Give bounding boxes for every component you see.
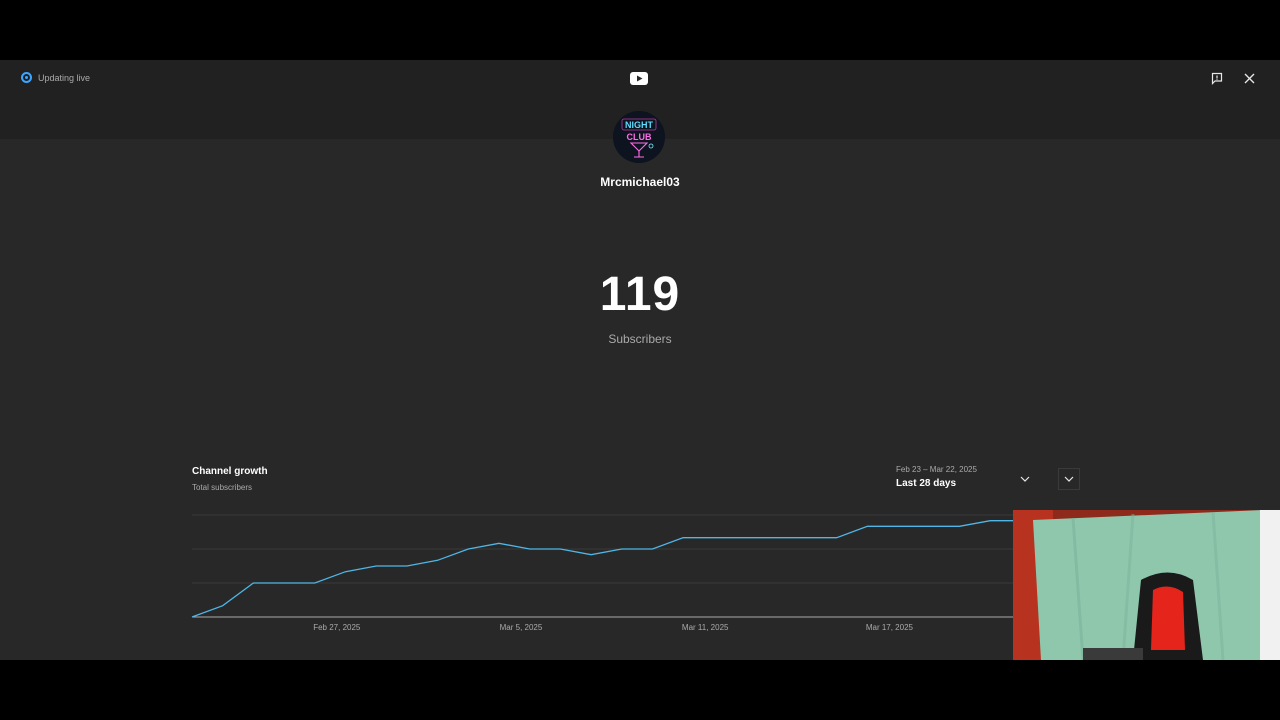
webcam-overlay — [1013, 510, 1280, 660]
live-indicator-icon — [21, 72, 32, 83]
webcam-image — [1013, 510, 1280, 660]
avatar-text-club: CLUB — [627, 132, 652, 142]
period-label: Last 28 days — [896, 478, 957, 489]
analytics-screen: Updating live NIGHT CLUB Mrcmichael03 — [0, 60, 1280, 660]
youtube-logo-icon — [630, 72, 648, 85]
chevron-down-icon — [1064, 476, 1074, 482]
close-button[interactable] — [1240, 69, 1258, 87]
close-icon — [1244, 73, 1254, 83]
chart-x-tick-label: Mar 5, 2025 — [500, 623, 543, 632]
date-range: Feb 23 – Mar 22, 2025 — [896, 465, 977, 474]
neon-cocktail-logo-icon: NIGHT CLUB — [613, 111, 665, 163]
subscriber-count: 119 — [599, 268, 681, 321]
avatar-text-night: NIGHT — [625, 120, 654, 130]
chart-subtitle: Total subscribers — [192, 483, 253, 492]
subscriber-label: Subscribers — [608, 332, 672, 346]
feedback-button[interactable] — [1208, 69, 1226, 87]
expand-chart-button[interactable] — [1058, 468, 1080, 490]
chart-series-line — [191, 520, 1021, 618]
live-status-label: Updating live — [38, 72, 91, 83]
live-status: Updating live — [21, 72, 90, 83]
channel-avatar[interactable]: NIGHT CLUB — [613, 111, 665, 163]
feedback-icon — [1211, 72, 1223, 85]
chart-title: Channel growth — [192, 466, 268, 477]
chart-x-tick-label: Mar 11, 2025 — [682, 623, 729, 632]
period-dropdown[interactable] — [1016, 470, 1034, 488]
chevron-down-icon — [1020, 476, 1030, 482]
chart-x-tick-label: Mar 17, 2025 — [866, 623, 914, 632]
chart-x-tick-label: Feb 27, 2025 — [313, 623, 361, 632]
channel-name: Mrcmichael03 — [600, 175, 680, 189]
